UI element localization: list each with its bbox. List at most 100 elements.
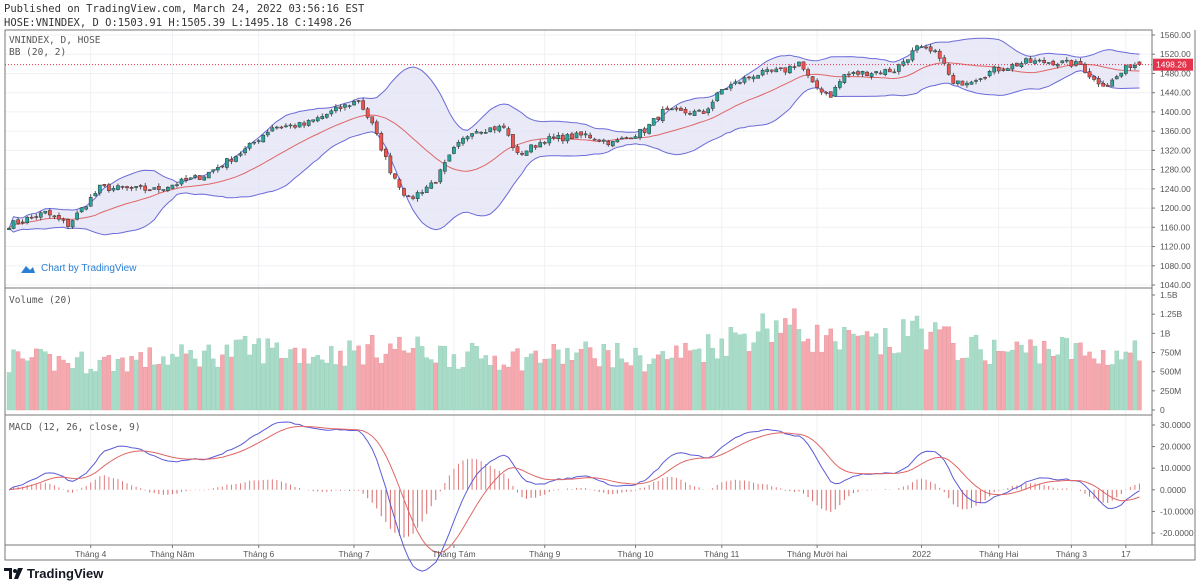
candle-body [456, 141, 461, 147]
candle-body [465, 136, 470, 140]
candle-body [1087, 71, 1092, 78]
candle-body [129, 187, 134, 189]
candle-body [910, 50, 915, 61]
candle-body [111, 188, 116, 191]
candle-body [1110, 79, 1115, 87]
candle-body [247, 142, 252, 149]
time-tick-label: Tháng 10 [618, 549, 654, 559]
candle-body [256, 140, 261, 142]
candle-body [978, 78, 983, 80]
volume-bar [656, 354, 661, 411]
volume-bar [165, 364, 171, 411]
volume-bar [547, 358, 552, 411]
volume-bar [478, 358, 484, 411]
candle-body [238, 153, 243, 156]
volume-bar [569, 360, 575, 411]
candle-body [887, 68, 892, 73]
volume-bar [351, 350, 357, 411]
volume-bar [442, 346, 448, 411]
volume-bar [987, 364, 992, 411]
candle-body [878, 72, 883, 75]
volume-bar [183, 353, 189, 411]
volume-bar [465, 351, 470, 411]
volume-bar [1137, 360, 1142, 411]
candle-body [52, 215, 57, 218]
volume-bar [896, 352, 902, 411]
volume-bar [1028, 339, 1033, 411]
candle-body [974, 80, 978, 82]
volume-bars [6, 308, 1142, 411]
candle-body [683, 108, 688, 114]
candle-body [906, 59, 910, 63]
candle-body [610, 141, 615, 147]
volume-bar [769, 342, 774, 411]
volume-bar [551, 344, 556, 411]
volume-bar [715, 358, 720, 411]
candle-body [933, 50, 938, 52]
brand-name: TradingView [27, 566, 104, 581]
candle-body [656, 116, 661, 120]
candle-body [719, 89, 724, 95]
volume-bar [415, 336, 420, 411]
volume-bar [374, 357, 379, 411]
volume-bar [488, 365, 493, 411]
candle-body [1064, 59, 1069, 62]
candle-body [638, 128, 642, 138]
volume-bar [705, 334, 711, 411]
volume-bar [215, 366, 221, 411]
volume-bar [106, 354, 112, 411]
volume-bar [192, 358, 198, 411]
volume-bar [892, 353, 897, 411]
candle-body [88, 196, 93, 207]
candle-body [66, 219, 70, 227]
volume-bar [265, 338, 270, 411]
candle-body [474, 131, 479, 134]
candle-body [483, 132, 488, 134]
candle-body [706, 108, 711, 114]
volume-bar [787, 324, 793, 411]
candle-body [343, 104, 347, 108]
candle-body [388, 155, 393, 174]
volume-tick-label: 500M [1160, 367, 1181, 377]
tradingview-logo[interactable]: TradingView [4, 566, 103, 581]
candle-body [356, 100, 361, 102]
volume-bar [619, 358, 625, 411]
candle-body [284, 125, 288, 128]
candle-body [924, 46, 928, 49]
price-tick-label: 1240.00 [1160, 184, 1191, 194]
time-tick-label: Tháng 11 [704, 549, 740, 559]
candle-body [642, 128, 647, 133]
candle-body [452, 147, 456, 154]
volume-bar [360, 364, 366, 411]
candle-body [506, 128, 511, 136]
candle-body [143, 185, 148, 191]
volume-bar [388, 343, 393, 411]
candle-body [1033, 60, 1037, 64]
volume-bar [824, 335, 829, 411]
volume-bar [456, 368, 461, 411]
chart-by-tradingview-link[interactable]: Chart by TradingView [18, 262, 136, 274]
price-tick-label: 1080.00 [1160, 261, 1191, 271]
volume-bar [774, 320, 779, 411]
volume-bar [801, 341, 806, 411]
macd-tick-label: -20.0000 [1160, 528, 1194, 538]
candle-body [1092, 75, 1096, 80]
volume-bar [70, 368, 75, 411]
volume-bar [6, 372, 12, 411]
volume-bar [828, 328, 833, 411]
candle-body [61, 218, 66, 221]
candle-body [424, 186, 429, 193]
candle-body [379, 133, 384, 151]
price-tick-label: 1280.00 [1160, 165, 1191, 175]
volume-bar [869, 336, 874, 411]
candle-body [915, 45, 919, 51]
volume-bar [419, 346, 425, 411]
candle-body [261, 134, 266, 143]
volume-bar [15, 351, 21, 411]
volume-bar [710, 347, 715, 411]
time-tick-label: Tháng 3 [1056, 549, 1087, 559]
volume-bar [1050, 355, 1056, 411]
candle-body [701, 110, 706, 114]
volume-bar [356, 345, 361, 411]
